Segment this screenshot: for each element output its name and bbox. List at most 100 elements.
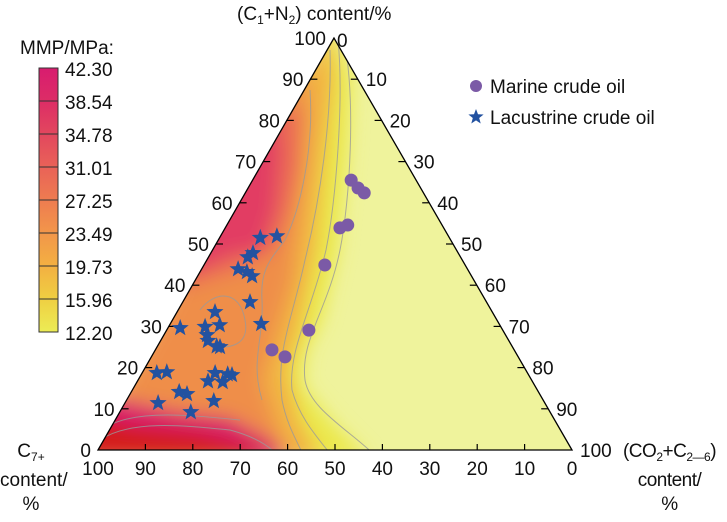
left-axis-title: C7+ content/ % (0, 440, 68, 517)
right-axis-tick-label: 80 (532, 359, 553, 380)
left-axis-tick-label: 60 (211, 194, 232, 215)
title-sub: 7+ (31, 450, 45, 464)
right-axis-tick-label: 30 (413, 153, 434, 174)
lacustrine-point-star (211, 316, 229, 333)
title-line: content/ (637, 470, 702, 491)
left-axis-tick-label: 70 (235, 153, 256, 174)
colorbar-label: 31.01 (65, 159, 113, 180)
lacustrine-point-star (251, 228, 269, 246)
colorbar-label: 15.96 (65, 291, 113, 312)
left-axis-tick-label: 10 (93, 400, 114, 421)
title-part: (CO (622, 441, 657, 462)
right-axis-tick-label: 70 (509, 317, 530, 338)
left-axis-tick-label: 100 (294, 29, 326, 50)
lacustrine-point-star (206, 364, 224, 381)
right-axis-tick-label: 10 (366, 70, 387, 91)
title-line: % (22, 494, 40, 515)
marine-point-circle (357, 186, 371, 200)
lacustrine-point-star (243, 267, 261, 284)
bottom-axis-tick-label: 70 (230, 459, 251, 480)
lacustrine-point-star (178, 385, 196, 402)
colorbar-label: 34.78 (65, 126, 113, 147)
lacustrine-point-star (182, 403, 200, 420)
colorbar-label: 19.73 (65, 258, 113, 279)
lacustrine-point-star (206, 303, 224, 320)
right-axis-title: (CO2+C2—6) content/ % (612, 440, 727, 517)
right-axis-tick-label: 0 (337, 31, 348, 52)
lacustrine-point-star (238, 263, 256, 280)
left-axis-tick-label: 90 (282, 70, 303, 91)
title-part: +N (263, 4, 289, 25)
lacustrine-point-star (211, 338, 229, 355)
lacustrine-point-star (268, 227, 286, 244)
bottom-axis-tick-label: 100 (82, 459, 114, 480)
colorbar-segment (38, 265, 59, 300)
colorbar: 42.30 38.54 34.78 31.01 27.25 23.49 19.73 15.96… (38, 60, 113, 345)
marine-point-circle (318, 258, 332, 272)
marine-point-circle (302, 323, 316, 337)
bottom-axis-tick-label: 30 (419, 459, 440, 480)
colorbar-segment (38, 166, 59, 201)
right-axis-tick-label: 60 (485, 276, 506, 297)
lacustrine-point-star (149, 394, 167, 411)
lacustrine-point-star (223, 366, 241, 383)
top-axis-title: (C1+N2) content/% (237, 4, 391, 27)
bottom-axis-tick-label: 40 (372, 459, 393, 480)
colorbar-segment (38, 67, 59, 102)
lacustrine-point-star (241, 293, 259, 310)
title-sub: 1 (257, 13, 264, 27)
right-axis-tick-label: 90 (556, 400, 577, 421)
bottom-axis-tick-label: 80 (182, 459, 203, 480)
data-points (148, 173, 371, 420)
marine-point-circle (265, 343, 279, 357)
lacustrine-point-star (198, 326, 216, 343)
colorbar-label: 23.49 (65, 225, 113, 246)
colorbar-title: MMP/MPa: (20, 38, 114, 59)
colorbar-segment (38, 100, 59, 135)
left-axis-tick-label: 20 (117, 359, 138, 380)
marine-point-circle (333, 221, 347, 235)
legend-star-marker (468, 109, 484, 124)
lacustrine-point-star (199, 331, 217, 349)
colorbar-label: 27.25 (65, 192, 113, 213)
legend: Marine crude oil Lacustrine crude oil (468, 77, 655, 129)
bottom-axis-tick-label: 90 (135, 459, 156, 480)
title-line: % (661, 494, 678, 515)
marine-point-circle (278, 350, 292, 364)
colorbar-label: 12.20 (65, 324, 113, 345)
right-axis-tick-label: 40 (437, 194, 458, 215)
bottom-axis-tick-label: 20 (467, 459, 488, 480)
left-axis-tick-label: 30 (141, 317, 162, 338)
title-part: ) content/% (295, 4, 392, 25)
right-axis-tick-label: 50 (461, 235, 482, 256)
legend-circle-marker (470, 80, 482, 92)
lacustrine-point-star (148, 364, 166, 381)
right-axis-tick-label: 100 (580, 441, 612, 462)
right-axis-tick-label: 20 (390, 111, 411, 132)
legend-label-marine: Marine crude oil (490, 77, 625, 98)
title-line: content/ (0, 470, 68, 491)
lacustrine-point-star (199, 372, 217, 389)
lacustrine-point-star (239, 248, 257, 265)
lacustrine-point-star (252, 314, 270, 332)
colorbar-segment (38, 232, 59, 267)
title-sub: 2 (288, 13, 296, 27)
lacustrine-point-star (170, 382, 188, 400)
lacustrine-point-star (229, 260, 247, 277)
bottom-axis-tick-label: 50 (324, 459, 345, 480)
bottom-axis-tick-label: 60 (277, 459, 298, 480)
title-sub: 2 (656, 450, 663, 464)
title-part: ) (710, 441, 717, 462)
lacustrine-point-star (158, 363, 176, 380)
legend-label-lacustrine: Lacustrine crude oil (490, 108, 655, 129)
left-axis-tick-label: 80 (259, 111, 280, 132)
lacustrine-point-star (244, 244, 262, 261)
colorbar-label: 42.30 (65, 60, 113, 81)
title-part: (C (237, 4, 258, 25)
colorbar-label: 38.54 (65, 93, 113, 114)
colorbar-segment (38, 199, 59, 234)
lacustrine-point-star (171, 319, 189, 336)
title-part: C (17, 441, 32, 462)
